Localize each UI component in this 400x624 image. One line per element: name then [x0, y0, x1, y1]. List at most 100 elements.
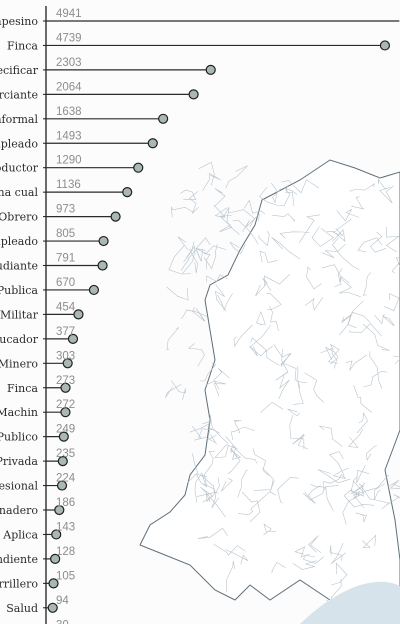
lollipop-row: Sin Especificar 2303: [0, 57, 216, 77]
category-label: Salud: [6, 602, 38, 615]
category-label: Trabajador Informal: [0, 113, 38, 126]
municipality-border: [362, 487, 390, 510]
lollipop-dot[interactable]: [110, 211, 121, 222]
lollipop-dot[interactable]: [67, 333, 79, 344]
lollipop-dot[interactable]: [122, 187, 133, 198]
municipality-border: [229, 241, 246, 255]
municipality-border: [322, 243, 346, 259]
municipality-border: [258, 230, 270, 247]
municipality-border: [362, 272, 372, 296]
lollipop-dot[interactable]: [188, 89, 199, 100]
municipality-border: [242, 213, 260, 233]
municipality-border: [287, 408, 300, 417]
lollipop-row: Machin 272: [0, 399, 75, 419]
municipality-border: [192, 426, 213, 439]
lollipop-dot[interactable]: [56, 480, 68, 491]
lollipop-dot[interactable]: [58, 431, 69, 442]
lollipop-dot[interactable]: [379, 40, 391, 51]
municipality-border: [377, 175, 388, 190]
lollipop-dot[interactable]: [158, 113, 169, 124]
lollipop-dot[interactable]: [60, 382, 71, 393]
municipality-border: [306, 266, 322, 290]
lollipop-dot[interactable]: [205, 64, 216, 76]
municipality-border: [304, 372, 325, 403]
value-label: 1638: [56, 106, 82, 118]
municipality-border: [280, 353, 297, 381]
municipality-border: [232, 220, 259, 245]
value-label: 128: [56, 546, 75, 558]
municipality-border: [349, 182, 376, 192]
lollipop-dot[interactable]: [54, 504, 65, 516]
value-label: 249: [56, 424, 75, 436]
municipality-border: [347, 428, 364, 448]
municipality-border: [308, 535, 322, 553]
municipality-border: [165, 383, 182, 398]
municipality-border: [171, 380, 186, 401]
lollipop-row: Dependiente 128: [0, 546, 75, 566]
lollipop-dot[interactable]: [51, 529, 62, 540]
lollipop-dot[interactable]: [57, 456, 68, 467]
municipality-border: [213, 204, 228, 218]
lollipop-dot[interactable]: [60, 407, 71, 418]
lollipop-row: Obrero 973: [0, 204, 121, 224]
municipality-border: [180, 189, 197, 201]
lollipop-dot[interactable]: [88, 284, 100, 296]
municipality-border: [271, 182, 282, 204]
lollipop-row: Ganadero 186: [0, 497, 75, 517]
municipality-border: [230, 426, 255, 440]
value-label: 272: [56, 399, 75, 411]
lollipop-dot[interactable]: [48, 578, 59, 589]
municipality-border: [319, 425, 343, 447]
value-label: 670: [56, 277, 75, 289]
municipality-border: [387, 494, 400, 505]
lollipop-dot[interactable]: [133, 162, 144, 173]
value-label: 454: [56, 301, 76, 313]
lollipop-dot[interactable]: [73, 309, 84, 320]
category-label: Empleado: [0, 137, 38, 150]
sea-shape: [300, 581, 400, 624]
category-label: Persona cual: [0, 186, 38, 199]
value-label: 235: [56, 448, 75, 460]
municipality-border: [285, 185, 295, 207]
category-label: Finca: [7, 39, 38, 52]
value-label: 143: [56, 521, 75, 533]
lollipop-dot[interactable]: [62, 358, 73, 369]
lollipop-dot[interactable]: [98, 235, 109, 247]
municipality-border: [332, 218, 352, 236]
municipality-border: [225, 436, 242, 460]
lollipop-row: Comerciante 2064: [0, 81, 199, 101]
municipality-border: [327, 343, 340, 364]
lollipop-row: Finca 4739: [7, 32, 391, 52]
municipality-border: [277, 476, 299, 504]
value-label: 377: [56, 326, 75, 338]
category-label: Educador: [0, 333, 39, 346]
municipality-border: [279, 231, 310, 239]
municipality-border: [195, 473, 208, 488]
municipality-border: [249, 324, 272, 357]
lollipop-dot[interactable]: [47, 602, 58, 613]
category-label: Profesional: [0, 480, 38, 493]
municipality-border: [200, 362, 217, 382]
category-label: Minero: [0, 357, 38, 370]
municipality-border: [260, 402, 284, 413]
municipality-border: [227, 447, 241, 475]
lollipop-dot[interactable]: [50, 553, 61, 565]
municipality-border: [349, 323, 382, 337]
municipality-border: [271, 213, 295, 222]
category-label: Publico: [0, 431, 38, 444]
lollipop-dot[interactable]: [97, 260, 108, 271]
municipality-border: [302, 554, 325, 564]
municipality-border: [311, 226, 334, 247]
municipality-border: [213, 368, 230, 390]
municipality-border: [195, 237, 211, 262]
category-label: No Aplica: [0, 528, 38, 541]
lollipop-row: Servidor Publica 670: [0, 277, 100, 297]
municipality-border: [356, 412, 368, 434]
municipality-border: [203, 253, 211, 270]
municipality-border: [241, 491, 261, 523]
municipality-border: [237, 470, 248, 498]
municipality-border: [233, 324, 253, 347]
municipality-border: [271, 236, 301, 260]
lollipop-dot[interactable]: [147, 138, 158, 149]
municipality-border: [332, 237, 360, 271]
